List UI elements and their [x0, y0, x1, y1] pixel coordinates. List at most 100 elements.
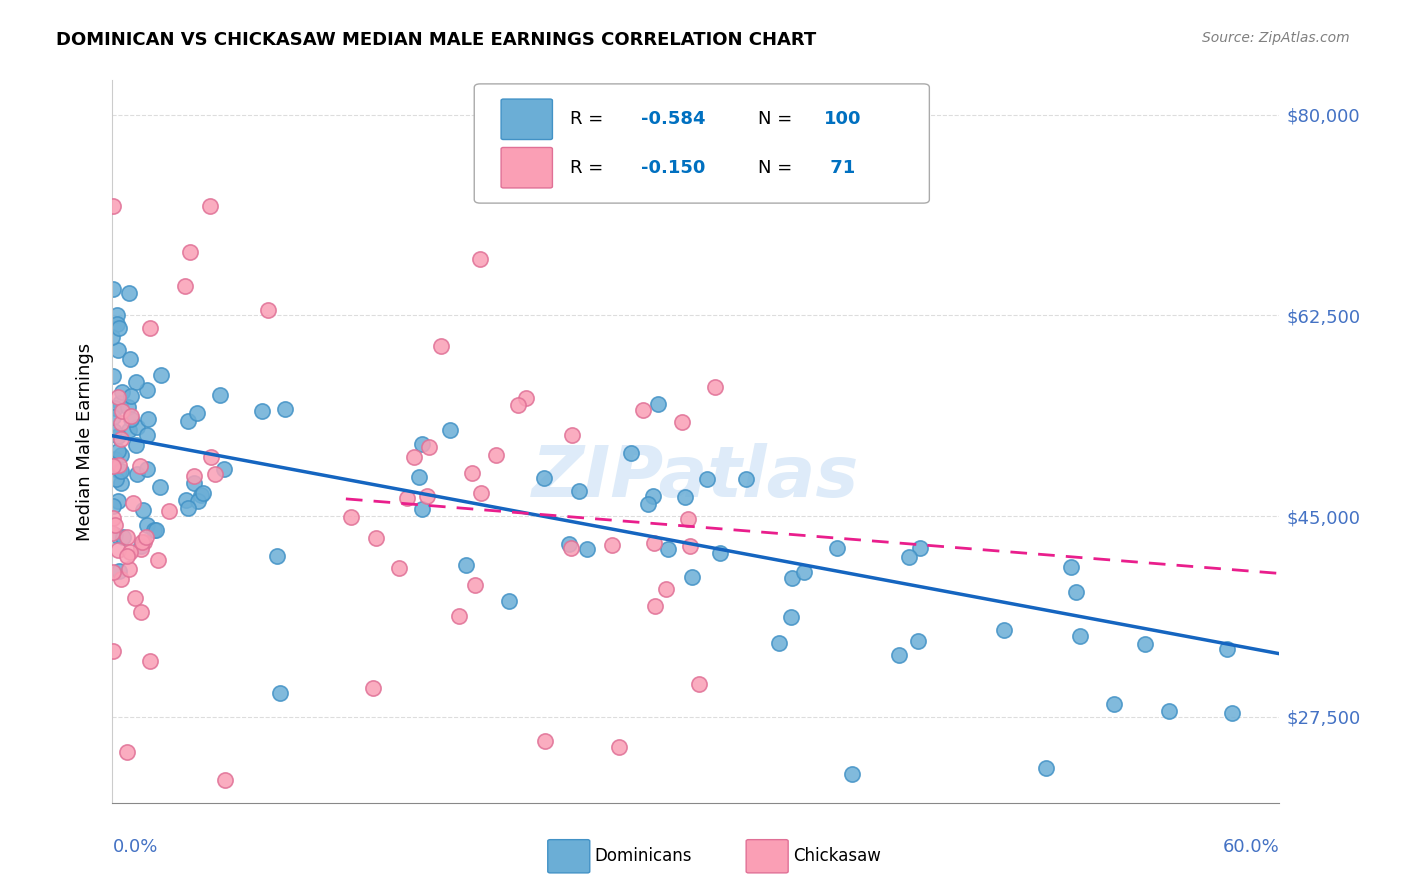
- Point: [103, 199, 125, 213]
- FancyBboxPatch shape: [501, 147, 553, 188]
- Point: [676, 511, 699, 525]
- Point: [768, 635, 790, 649]
- Point: [681, 569, 703, 583]
- Point: [703, 380, 725, 394]
- Point: [129, 542, 152, 557]
- Point: [145, 523, 167, 537]
- Point: [107, 429, 129, 443]
- Point: [214, 772, 236, 787]
- Point: [841, 767, 863, 781]
- Text: -0.150: -0.150: [641, 159, 706, 177]
- Point: [439, 423, 461, 437]
- Point: [269, 686, 291, 700]
- Point: [112, 530, 135, 544]
- Point: [136, 462, 159, 476]
- Point: [129, 539, 152, 553]
- Point: [101, 282, 124, 296]
- Point: [103, 452, 125, 467]
- Point: [120, 352, 142, 367]
- Point: [110, 432, 132, 446]
- Point: [600, 538, 623, 552]
- Point: [560, 541, 582, 555]
- Point: [631, 402, 654, 417]
- Text: 100: 100: [824, 111, 862, 128]
- Point: [643, 536, 665, 550]
- Point: [190, 487, 212, 501]
- Point: [110, 395, 132, 409]
- Point: [907, 633, 929, 648]
- Point: [120, 411, 142, 425]
- Point: [101, 329, 124, 343]
- Point: [212, 462, 235, 476]
- Point: [734, 471, 756, 485]
- Point: [111, 404, 134, 418]
- Text: Dominicans: Dominicans: [595, 847, 692, 865]
- Point: [673, 490, 696, 504]
- Point: [411, 436, 433, 450]
- Point: [250, 403, 273, 417]
- Point: [641, 489, 664, 503]
- Point: [1060, 559, 1083, 574]
- Point: [696, 472, 718, 486]
- Point: [655, 582, 678, 596]
- Point: [209, 388, 232, 402]
- Point: [149, 480, 172, 494]
- Point: [129, 605, 152, 619]
- Point: [1133, 637, 1156, 651]
- Text: R =: R =: [569, 111, 609, 128]
- Text: N =: N =: [758, 111, 797, 128]
- Point: [108, 565, 131, 579]
- Point: [132, 502, 155, 516]
- Point: [1069, 629, 1091, 643]
- Point: [135, 383, 157, 397]
- Point: [104, 472, 127, 486]
- Point: [122, 496, 145, 510]
- Point: [679, 539, 702, 553]
- Point: [148, 553, 170, 567]
- Point: [108, 458, 131, 472]
- Point: [825, 541, 848, 555]
- Point: [125, 438, 148, 452]
- Point: [1102, 697, 1125, 711]
- Point: [101, 409, 124, 424]
- Point: [117, 401, 139, 415]
- Point: [506, 399, 529, 413]
- Point: [793, 565, 815, 579]
- Point: [101, 458, 124, 473]
- Point: [110, 416, 132, 430]
- Point: [416, 489, 439, 503]
- Point: [120, 389, 142, 403]
- Point: [107, 321, 129, 335]
- Point: [780, 609, 803, 624]
- Point: [118, 423, 141, 437]
- Point: [637, 497, 659, 511]
- Text: Source: ZipAtlas.com: Source: ZipAtlas.com: [1202, 31, 1350, 45]
- Point: [447, 609, 470, 624]
- Point: [107, 343, 129, 357]
- Point: [110, 572, 132, 586]
- Point: [644, 599, 666, 613]
- Point: [198, 199, 221, 213]
- Point: [366, 532, 388, 546]
- Point: [461, 466, 484, 480]
- Point: [498, 594, 520, 608]
- Point: [183, 468, 205, 483]
- Point: [411, 501, 433, 516]
- Point: [620, 446, 643, 460]
- Point: [515, 392, 537, 406]
- Point: [897, 550, 920, 565]
- Point: [647, 397, 669, 411]
- Point: [103, 369, 125, 384]
- Point: [117, 286, 139, 301]
- Point: [110, 465, 132, 479]
- Point: [1216, 642, 1239, 657]
- FancyBboxPatch shape: [548, 839, 589, 873]
- Point: [889, 648, 911, 662]
- Point: [129, 459, 152, 474]
- Point: [388, 561, 411, 575]
- Point: [418, 441, 440, 455]
- Point: [430, 338, 453, 352]
- Point: [454, 558, 477, 572]
- Point: [135, 530, 157, 544]
- Point: [470, 486, 492, 500]
